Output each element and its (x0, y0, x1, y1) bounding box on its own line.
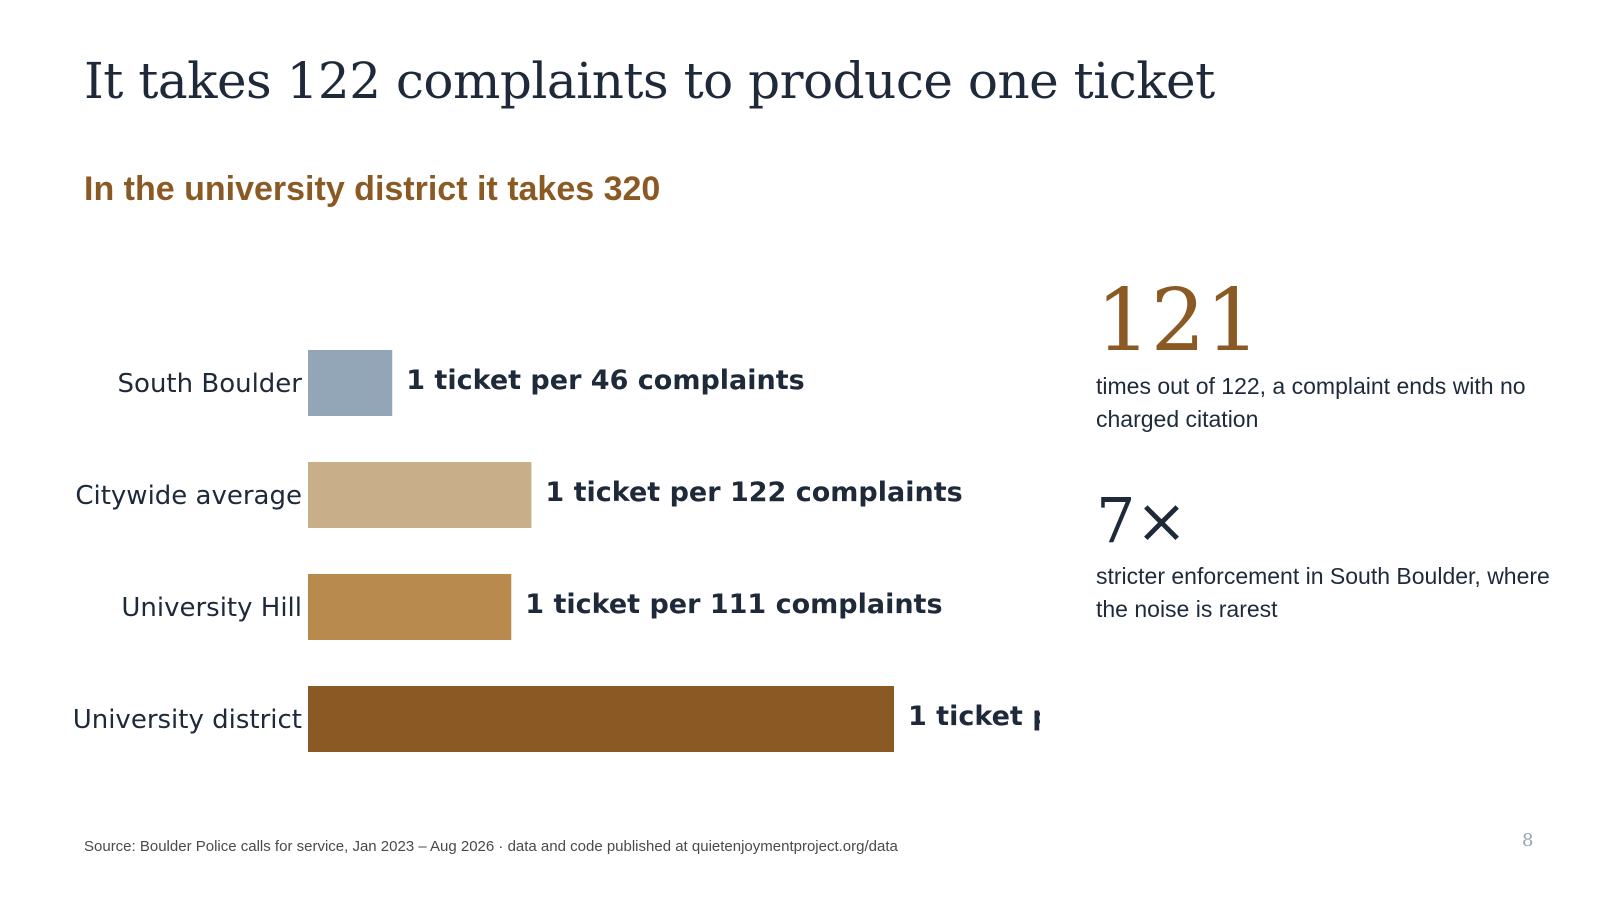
data-label: 1 ticket per 111 complaints (525, 589, 942, 620)
category-label: University district (73, 705, 302, 735)
page-number: 8 (1522, 830, 1534, 851)
bar (308, 350, 393, 416)
stat-block-citations: 121 times out of 122, a complaint ends w… (1096, 278, 1566, 436)
stat-value-citations: 121 (1096, 271, 1261, 371)
stat-value-enforcement: 7× (1096, 484, 1188, 557)
stat-block-enforcement: 7× stricter enforcement in South Boulder… (1096, 490, 1566, 626)
slide-subtitle: In the university district it takes 320 (84, 170, 661, 208)
category-label: Citywide average (75, 481, 302, 511)
data-label: 1 ticket per 122 complaints (545, 477, 962, 508)
bar (308, 462, 532, 528)
slide-title: It takes 122 complaints to produce one t… (84, 52, 1215, 110)
data-label: 1 ticket per 46 complaints (406, 365, 804, 396)
category-label: University Hill (121, 593, 302, 623)
data-label: 1 ticket per 320 complaint (908, 701, 1040, 732)
stat-description-enforcement: stricter enforcement in South Boulder, w… (1096, 563, 1550, 622)
bar (308, 686, 894, 752)
category-label: South Boulder (118, 369, 303, 399)
bar-chart: South Boulder 1 ticket per 46 complaints C… (73, 350, 1040, 752)
source-footnote: Source: Boulder Police calls for service… (84, 838, 898, 855)
bar (308, 574, 512, 640)
stat-description-citations: times out of 122, a complaint ends with … (1096, 373, 1526, 432)
